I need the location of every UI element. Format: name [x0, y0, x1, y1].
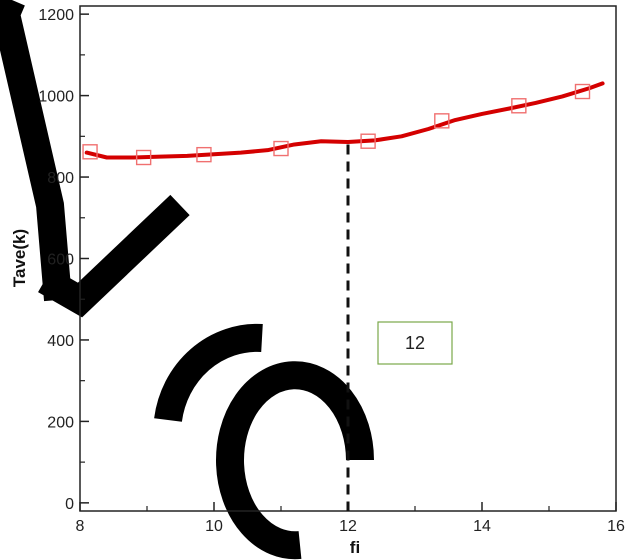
y-tick-label: 800 [47, 170, 74, 187]
series-markers [82, 83, 591, 166]
series-line [84, 81, 605, 160]
annotation-border [377, 321, 453, 365]
y-axis: 0 200 400 600 800 1000 1200 [38, 7, 89, 513]
watermark-stroke-top [0, 0, 72, 302]
y-tick-label: 400 [47, 333, 74, 350]
data-point [82, 144, 98, 160]
data-point [273, 140, 289, 157]
data-point [135, 149, 152, 166]
watermark [0, 0, 374, 560]
x-axis-title: fi [350, 538, 360, 557]
y-tick-label: 0 [65, 496, 74, 513]
annotation-text: 12 [405, 333, 425, 353]
y-tick-label: 600 [47, 252, 74, 269]
x-tick-label: 8 [76, 518, 85, 535]
y-tick-label: 1000 [38, 89, 74, 106]
watermark-stroke-o [216, 361, 374, 560]
data-point [360, 133, 376, 149]
x-tick-label: 16 [607, 518, 625, 535]
y-axis-title: Tave(k) [10, 229, 29, 287]
watermark-stroke-c [154, 323, 263, 423]
y-tick-label: 1200 [38, 7, 74, 24]
x-axis: 8 10 12 14 16 [76, 502, 625, 535]
x-tick-label: 14 [473, 518, 491, 535]
x-tick-label: 12 [339, 518, 357, 535]
x-tick-label: 10 [205, 518, 223, 535]
data-point [511, 98, 527, 114]
data-point [196, 146, 212, 163]
annotation-box: 12 [377, 321, 453, 365]
data-point [574, 83, 591, 100]
y-tick-label: 200 [47, 414, 74, 431]
data-point [434, 113, 450, 129]
